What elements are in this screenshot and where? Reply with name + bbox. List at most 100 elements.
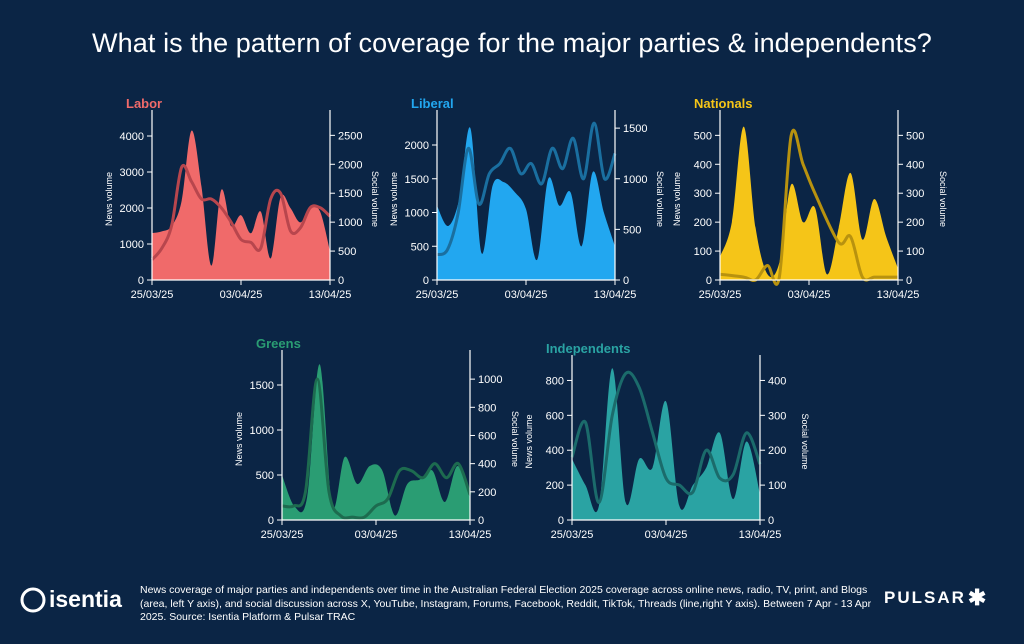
chart-title: Liberal bbox=[411, 96, 454, 111]
left-tick-label: 0 bbox=[138, 275, 144, 287]
right-tick-label: 200 bbox=[768, 445, 786, 457]
left-tick-label: 1500 bbox=[405, 174, 429, 186]
news-volume-area bbox=[437, 127, 615, 280]
right-tick-label: 1500 bbox=[338, 188, 362, 200]
y2-axis-label: Social volume bbox=[800, 413, 810, 469]
left-tick-label: 4000 bbox=[120, 131, 144, 143]
x-tick-label: 25/03/25 bbox=[261, 529, 304, 541]
right-tick-label: 0 bbox=[478, 515, 484, 527]
left-tick-label: 300 bbox=[694, 188, 712, 200]
y-axis-label: News volume bbox=[524, 414, 534, 468]
x-tick-label: 13/04/25 bbox=[449, 529, 492, 541]
right-tick-label: 800 bbox=[478, 402, 496, 414]
x-tick-label: 03/04/25 bbox=[355, 529, 398, 541]
left-tick-label: 200 bbox=[546, 480, 564, 492]
x-tick-label: 25/03/25 bbox=[131, 289, 174, 301]
x-tick-label: 13/04/25 bbox=[739, 529, 782, 541]
chart-liberal: Liberal 0 500 1000 1500 2000 0 500 1000 1500 25/03… bbox=[375, 88, 665, 313]
chart-title: Independents bbox=[546, 341, 631, 356]
left-tick-label: 600 bbox=[546, 410, 564, 422]
left-tick-label: 1500 bbox=[250, 380, 274, 392]
x-tick-label: 25/03/25 bbox=[416, 289, 459, 301]
left-tick-label: 3000 bbox=[120, 167, 144, 179]
left-tick-label: 500 bbox=[411, 241, 429, 253]
left-tick-label: 800 bbox=[546, 375, 564, 387]
chart-nationals: Nationals 0 100 200 300 400 500 0 100 200 300 400 50… bbox=[658, 88, 948, 313]
left-tick-label: 2000 bbox=[405, 140, 429, 152]
right-tick-label: 1000 bbox=[623, 174, 647, 186]
left-tick-label: 100 bbox=[694, 246, 712, 258]
y-axis-label: News volume bbox=[672, 172, 682, 226]
footer: isentia News coverage of major parties a… bbox=[0, 580, 1024, 644]
right-tick-label: 500 bbox=[623, 224, 641, 236]
left-tick-label: 2000 bbox=[120, 203, 144, 215]
pulsar-logo-text: PULSAR bbox=[884, 588, 966, 607]
isentia-logo-text: isentia bbox=[49, 586, 122, 612]
left-tick-label: 400 bbox=[546, 445, 564, 457]
chart-title: Greens bbox=[256, 336, 301, 351]
right-tick-label: 0 bbox=[906, 275, 912, 287]
x-tick-label: 03/04/25 bbox=[788, 289, 831, 301]
right-tick-label: 2000 bbox=[338, 159, 362, 171]
chart-labor: Labor 0 1000 2000 3000 4000 0 500 1000 1500 2000 25… bbox=[90, 88, 380, 313]
right-tick-label: 600 bbox=[478, 430, 496, 442]
right-tick-label: 400 bbox=[478, 459, 496, 471]
right-tick-label: 500 bbox=[906, 130, 924, 142]
social-volume-line bbox=[150, 164, 332, 261]
left-tick-label: 1000 bbox=[405, 208, 429, 220]
social-volume-line bbox=[436, 121, 617, 257]
social-volume-line bbox=[570, 370, 762, 505]
right-tick-label: 500 bbox=[338, 246, 356, 258]
right-tick-label: 100 bbox=[906, 246, 924, 258]
isentia-mark-icon bbox=[20, 587, 46, 612]
x-tick-label: 25/03/25 bbox=[699, 289, 742, 301]
left-tick-label: 1000 bbox=[120, 239, 144, 251]
left-tick-label: 400 bbox=[694, 159, 712, 171]
chart-caption: News coverage of major parties and indep… bbox=[140, 584, 872, 623]
left-tick-label: 1000 bbox=[250, 425, 274, 437]
x-tick-label: 25/03/25 bbox=[551, 529, 594, 541]
chart-title: Nationals bbox=[694, 96, 753, 111]
chart-independents: Independents 0 200 400 600 800 0 100 200 300 400 25… bbox=[510, 333, 810, 553]
news-volume-area bbox=[720, 126, 898, 281]
left-tick-label: 0 bbox=[268, 515, 274, 527]
right-tick-label: 2500 bbox=[338, 130, 362, 142]
x-tick-label: 13/04/25 bbox=[309, 289, 352, 301]
right-tick-label: 1000 bbox=[338, 217, 362, 229]
right-tick-label: 300 bbox=[906, 188, 924, 200]
right-tick-label: 1000 bbox=[478, 374, 502, 386]
news-volume-area bbox=[572, 368, 760, 520]
left-tick-label: 500 bbox=[256, 470, 274, 482]
x-tick-label: 03/04/25 bbox=[220, 289, 263, 301]
y2-axis-label: Social volume bbox=[938, 171, 948, 227]
social-volume-line bbox=[281, 377, 472, 520]
left-tick-label: 0 bbox=[558, 515, 564, 527]
pulsar-logo: PULSAR ✱ bbox=[884, 585, 989, 610]
y2-axis-label: Social volume bbox=[655, 171, 665, 227]
left-tick-label: 0 bbox=[706, 275, 712, 287]
y2-axis-label: Social volume bbox=[510, 411, 520, 467]
left-tick-label: 500 bbox=[694, 130, 712, 142]
right-tick-label: 400 bbox=[906, 159, 924, 171]
y2-axis-label: Social volume bbox=[370, 171, 380, 227]
right-tick-label: 0 bbox=[623, 275, 629, 287]
x-tick-label: 03/04/25 bbox=[645, 529, 688, 541]
left-tick-label: 0 bbox=[423, 275, 429, 287]
right-tick-label: 200 bbox=[478, 487, 496, 499]
left-tick-label: 200 bbox=[694, 217, 712, 229]
y-axis-label: News volume bbox=[104, 172, 114, 226]
right-tick-label: 300 bbox=[768, 410, 786, 422]
right-tick-label: 0 bbox=[768, 515, 774, 527]
asterisk-icon: ✱ bbox=[967, 585, 989, 610]
page-title: What is the pattern of coverage for the … bbox=[92, 28, 932, 58]
x-tick-label: 13/04/25 bbox=[877, 289, 920, 301]
isentia-logo: isentia bbox=[20, 586, 122, 613]
right-tick-label: 100 bbox=[768, 480, 786, 492]
y-axis-label: News volume bbox=[234, 412, 244, 466]
chart-title: Labor bbox=[126, 96, 162, 111]
news-volume-area bbox=[152, 130, 330, 280]
x-tick-label: 13/04/25 bbox=[594, 289, 637, 301]
right-tick-label: 1500 bbox=[623, 123, 647, 135]
right-tick-label: 400 bbox=[768, 375, 786, 387]
x-tick-label: 03/04/25 bbox=[505, 289, 548, 301]
